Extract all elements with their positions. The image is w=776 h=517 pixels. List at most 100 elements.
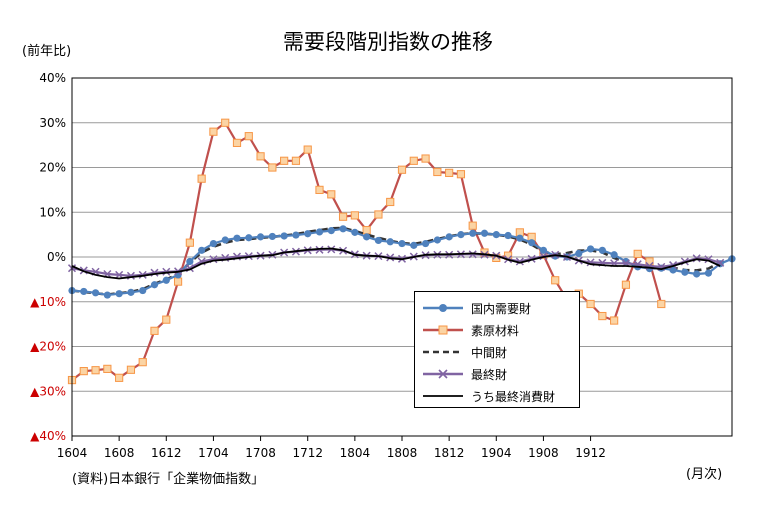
series-1-point [362, 226, 371, 235]
series-0-point [586, 245, 595, 253]
series-4-line [71, 247, 721, 280]
series-0-point [139, 286, 147, 295]
x-tick-labels: 1604 1608 1612 1704 1708 1712 1804 1808 1812 1904… [57, 436, 606, 460]
series-1-point [185, 238, 194, 247]
series-0-point [280, 232, 288, 240]
series-0-point [693, 270, 701, 278]
series-1-point [291, 156, 301, 165]
series-0-point [150, 281, 159, 289]
y-tick-label: ▲20% [30, 340, 66, 354]
series-1-point [244, 132, 253, 141]
legend-label: 素原材料 [471, 324, 520, 338]
series-1-point [126, 365, 136, 374]
series-0-point [669, 266, 677, 274]
series-1-point [433, 167, 442, 177]
series-4 [71, 247, 721, 280]
series-0-point [386, 238, 394, 246]
series-3 [67, 245, 725, 280]
series-0-point [516, 234, 524, 242]
series-1-point [551, 276, 560, 285]
series-1-point [657, 299, 666, 309]
series-0-point [186, 257, 194, 266]
x-tick-label: 1908 [528, 446, 559, 460]
series-group [67, 118, 736, 385]
legend-swatch-consumer-goods [423, 395, 463, 397]
series-0-point [363, 233, 371, 241]
series-0-point [539, 246, 548, 254]
series-0-point [492, 231, 500, 239]
legend-swatch-final-goods [423, 369, 463, 379]
series-0-point [327, 226, 335, 235]
series-0-point [339, 225, 347, 233]
legend: 国内需要財 素原材料 中間財 最終財 うち最終消費財 [414, 291, 580, 408]
series-1-point [633, 249, 642, 258]
series-1-point [138, 358, 147, 367]
series-0-point [351, 228, 359, 236]
y-tick-label: 0% [47, 250, 66, 264]
series-3-point [115, 270, 124, 279]
chart-title: 需要段階別指数の推移 [283, 30, 493, 54]
y-tick-label: ▲30% [30, 384, 66, 398]
series-0-point [528, 239, 536, 247]
series-1-point [115, 373, 124, 382]
plot-frame [71, 77, 733, 437]
x-tick-label: 1604 [57, 446, 88, 460]
series-1-point [209, 127, 218, 136]
legend-item-intermediate: 中間財 [415, 342, 579, 362]
legend-swatch-domestic-demand [423, 304, 463, 312]
x-tick-label: 1608 [104, 446, 135, 460]
y-tick-labels: 40% 30% 20% 10% 0% ▲10% ▲20% ▲30% ▲40% [30, 71, 66, 443]
series-0-point [209, 239, 218, 248]
series-1-point [386, 197, 395, 207]
series-1-point [268, 163, 277, 172]
series-1-point [91, 366, 100, 375]
series-1-point [79, 367, 88, 376]
series-1-point [480, 248, 489, 257]
y-tick-label: 30% [39, 116, 66, 130]
series-1-point [173, 277, 183, 286]
series-1-point [586, 299, 595, 309]
series-1-point [621, 280, 631, 289]
series-1-point [456, 170, 466, 179]
x-tick-label: 1708 [245, 446, 276, 460]
series-0-point [398, 239, 406, 248]
series-1-point [610, 316, 619, 325]
series-0-point [410, 241, 418, 249]
series-0-point [115, 290, 123, 298]
series-0-point [445, 233, 453, 241]
series-0-point [221, 236, 229, 244]
series-1-point [280, 156, 289, 165]
legend-item-consumer-goods: うち最終消費財 [415, 386, 579, 406]
legend-item-final-goods: 最終財 [415, 364, 579, 384]
legend-item-domestic-demand: 国内需要財 [415, 298, 579, 318]
series-0-point [127, 288, 135, 296]
y-tick-label: ▲40% [30, 429, 66, 443]
series-0-point [80, 287, 88, 296]
y-tick-label: 20% [39, 161, 66, 175]
series-0-point [268, 232, 276, 241]
series-0-point [421, 239, 430, 248]
series-3-point [315, 245, 324, 254]
series-1-point [350, 211, 359, 220]
series-0-line [71, 227, 733, 297]
series-0-point [304, 230, 312, 238]
legend-label: 最終財 [471, 368, 508, 382]
series-2-line [71, 226, 733, 296]
x-tick-label: 1912 [575, 446, 606, 460]
series-1-point [397, 165, 407, 174]
series-0-point [256, 233, 265, 241]
series-0-point [610, 251, 618, 259]
series-0-point [469, 229, 477, 237]
y-tick-label: 10% [39, 205, 66, 219]
x-tick-label: 1704 [198, 446, 229, 460]
x-axis-unit: (月次) [686, 467, 723, 482]
series-0-point [315, 228, 324, 236]
series-3-point [515, 257, 524, 266]
series-0-point [245, 234, 253, 242]
series-0-point [480, 229, 489, 237]
series-0-point [433, 236, 441, 244]
x-tick-label: 1712 [292, 446, 323, 460]
series-0-point [292, 231, 300, 239]
series-0-point [575, 249, 583, 258]
